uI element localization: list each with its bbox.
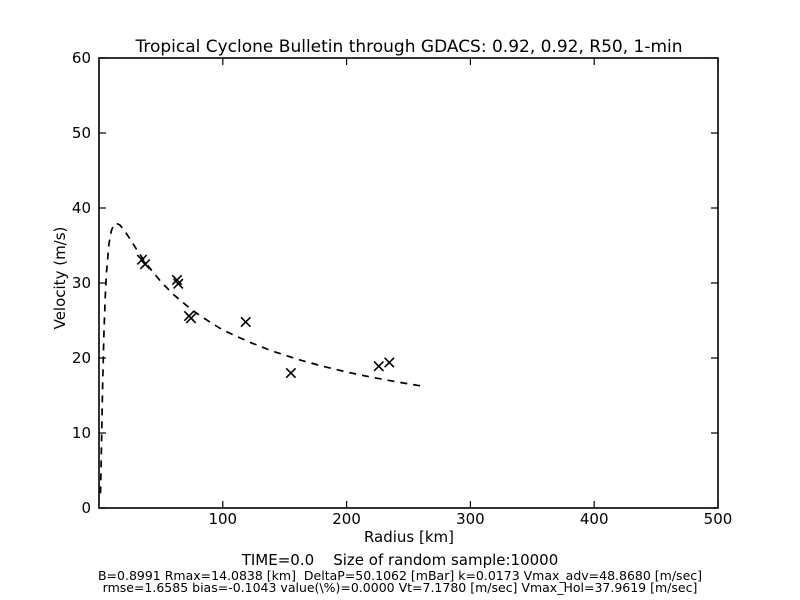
x-tick-label: 500 — [704, 510, 733, 528]
y-tick-label: 60 — [72, 49, 91, 67]
x-axis-label: Radius [km] — [363, 528, 455, 546]
y-tick-label: 30 — [72, 274, 91, 292]
y-tick-label: 20 — [72, 349, 91, 367]
y-tick-label: 0 — [81, 499, 91, 517]
chart-title: Tropical Cyclone Bulletin through GDACS:… — [135, 37, 683, 57]
footer-model-parameters-line1: B=0.8991 Rmax=14.0838 [km] DeltaP=50.106… — [97, 568, 703, 583]
observation-x-marker — [240, 316, 251, 328]
y-tick-label: 40 — [72, 199, 91, 217]
axes-frame — [98, 57, 719, 509]
observation-x-marker — [185, 312, 197, 324]
footer-time-and-sample-size: TIME=0.0 Size of random sample:10000 — [241, 551, 559, 569]
observation-x-marker — [384, 357, 395, 368]
y-tick-label: 50 — [72, 124, 91, 142]
x-tick-label: 100 — [208, 510, 237, 528]
observation-x-marker — [139, 258, 151, 270]
observation-x-marker — [373, 360, 385, 372]
model-curve-dashed — [99, 222, 424, 494]
observation-x-marker — [285, 367, 297, 379]
observation-x-marker — [136, 254, 148, 266]
footer-model-parameters-line2: rmse=1.6585 bias=-0.1043 value(\%)=0.000… — [102, 580, 698, 595]
x-tick-label: 400 — [580, 510, 609, 528]
observation-x-marker — [172, 278, 184, 290]
observation-x-marker — [171, 274, 183, 286]
x-tick-label: 200 — [332, 510, 361, 528]
x-tick-label: 300 — [456, 510, 485, 528]
y-tick-label: 10 — [72, 424, 91, 442]
